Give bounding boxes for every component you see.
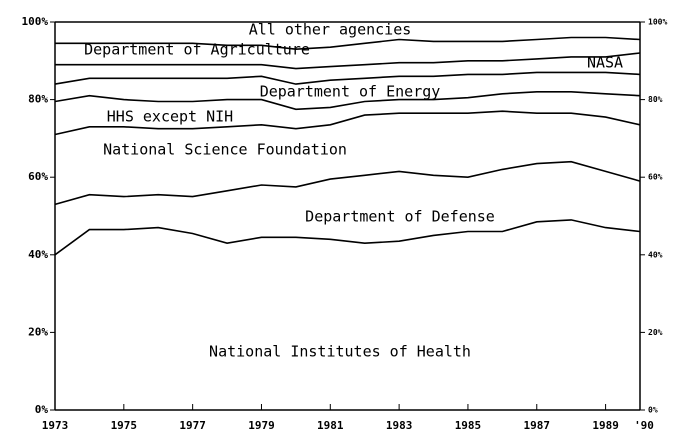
stack-line — [54, 91, 641, 111]
stack-line — [54, 160, 641, 206]
series-label: NASA — [587, 54, 623, 72]
x-tick-label: 1975 — [111, 419, 138, 432]
series-label: National Institutes of Health — [209, 343, 471, 361]
x-tick-label: 1973 — [42, 419, 69, 432]
x-tick-label: '90 — [634, 419, 654, 432]
x-tick-label: 1989 — [592, 419, 619, 432]
x-tick-label: 1987 — [524, 419, 551, 432]
series-label: Department of Defense — [305, 208, 495, 226]
series-label: National Science Foundation — [103, 141, 347, 159]
x-tick-label: 1985 — [455, 419, 482, 432]
y-tick-label: 0% — [35, 403, 49, 416]
y-tick-label: 80% — [28, 93, 48, 106]
series-label: All other agencies — [249, 21, 412, 39]
y2-tick-label: 40% — [648, 250, 663, 259]
stack-line — [54, 71, 641, 85]
stack-line — [54, 110, 641, 136]
series-label: Department of Energy — [260, 83, 441, 101]
x-tick-label: 1981 — [317, 419, 344, 432]
stack-line — [55, 36, 641, 51]
y2-tick-label: 100% — [648, 18, 667, 27]
y2-tick-label: 0% — [648, 406, 658, 415]
y2-tick-label: 60% — [648, 173, 663, 182]
y-tick-label: 20% — [28, 325, 48, 338]
x-tick-label: 1979 — [248, 419, 275, 432]
x-tick-label: 1983 — [386, 419, 413, 432]
y-tick-label: 100% — [22, 15, 49, 28]
y-tick-label: 40% — [28, 248, 48, 261]
y-tick-label: 60% — [28, 170, 48, 183]
series-label: Department of Agriculture — [84, 41, 310, 59]
series-label: HHS except NIH — [107, 108, 233, 126]
x-tick-label: 1977 — [179, 419, 206, 432]
y2-tick-label: 20% — [648, 328, 663, 337]
y2-tick-label: 80% — [648, 95, 663, 104]
stack-line — [55, 52, 641, 70]
stack-line — [54, 219, 641, 256]
